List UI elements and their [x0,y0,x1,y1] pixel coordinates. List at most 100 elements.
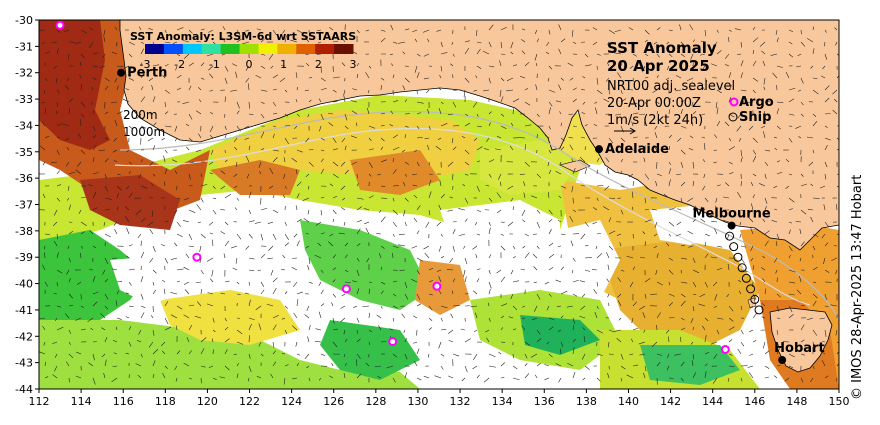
current-vector [270,373,274,379]
current-vector [644,185,649,190]
current-vector [368,148,374,151]
current-vector [404,125,409,128]
current-vector [581,353,586,360]
current-vector [428,179,432,187]
current-vector [812,26,815,31]
current-vector [208,221,214,226]
current-vectors [39,24,839,385]
current-vector [560,266,565,271]
current-vector [656,253,659,259]
current-vector [512,206,514,211]
current-vector [584,146,586,151]
current-vector [183,362,190,367]
current-vector [644,173,650,180]
current-vector [392,245,399,249]
current-vector [476,65,482,69]
current-vector [104,359,107,367]
current-vector [836,341,839,344]
current-vector [352,280,358,283]
current-vector [416,53,421,57]
current-vector [188,350,192,355]
current-vector [209,89,214,92]
current-vector [139,26,142,31]
y-tick-label: -41 [15,304,33,317]
current-vector [104,233,111,238]
current-vector [632,101,638,105]
current-vector [596,281,598,287]
current-vector [208,65,214,71]
current-vector [608,137,614,144]
current-vector [52,41,58,43]
current-vector [572,338,576,343]
current-vector [209,125,214,133]
current-vector [380,281,386,285]
current-vector [236,110,240,115]
current-vector [643,157,646,163]
current-vector [800,41,806,47]
current-vector [808,161,814,166]
current-vector [43,89,46,94]
current-vector [377,173,382,176]
current-vector [704,363,708,367]
current-vector [332,148,338,151]
ship-legend-label: Ship [739,110,771,125]
current-vector [668,269,674,275]
current-vector [800,339,805,343]
current-vector [344,269,349,273]
current-vector [392,197,395,202]
current-vector [677,137,682,142]
current-vector [101,353,106,358]
current-vector [54,365,58,372]
current-vector [423,77,430,80]
current-vector [272,233,277,240]
current-vector [368,65,372,69]
current-vector [41,121,46,127]
ship-position [729,242,739,252]
current-vector [295,98,298,103]
current-vector [423,245,430,250]
current-vector [92,77,97,80]
current-vector [392,221,397,227]
current-vector [704,233,710,237]
current-vector [248,191,252,199]
current-vector [788,245,793,252]
current-vector [231,245,238,249]
colorbar-cell [258,44,278,54]
current-vector [763,131,766,139]
current-vector [104,293,109,300]
current-vector [558,84,562,91]
current-vector [200,289,202,295]
current-vector [810,377,814,382]
current-vector [759,183,766,187]
city-label: Adelaide [605,142,669,157]
current-vector [776,233,780,240]
current-vector [555,279,562,283]
current-vector [447,113,454,116]
current-vector [163,288,166,295]
current-vector [220,170,226,175]
current-vector [619,242,622,247]
current-vector [690,317,694,324]
current-vector [200,173,202,178]
current-vector [632,266,636,271]
current-vector [666,365,670,371]
current-vector [356,62,360,67]
current-vector [668,233,672,237]
y-tick-label: -31 [15,40,33,53]
current-vector [716,29,719,33]
current-vector [788,255,791,259]
current-vector [304,89,310,92]
current-vector [476,185,480,192]
current-vector [488,122,491,127]
current-vector [548,293,552,297]
current-vector [752,340,757,343]
current-vector [824,85,830,91]
current-vector [546,305,550,311]
current-vector [308,148,314,151]
current-vector [520,76,526,79]
current-vector [680,244,686,247]
current-vector [692,180,695,187]
current-vector [284,242,290,247]
current-vector [656,101,660,105]
current-vector [152,349,159,355]
